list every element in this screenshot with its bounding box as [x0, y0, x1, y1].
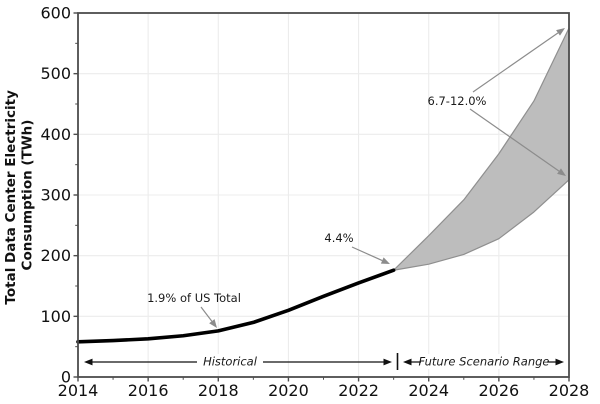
x-tick-label: 2016: [128, 381, 169, 400]
x-tick-label: 2026: [478, 381, 519, 400]
historical-span-arrow-head: [383, 358, 392, 366]
arrow-6-7-12-upper-line: [472, 32, 559, 93]
future-range-polygon: [393, 27, 570, 271]
x-tick-label: 2022: [338, 381, 379, 400]
y-tick-label: 200: [40, 246, 71, 265]
y-tick-label: 400: [40, 125, 71, 144]
y-axis-label-line1: Total Data Center Electricity: [3, 90, 19, 305]
annotation-6-7-12-percent: 6.7-12.0%: [428, 94, 487, 108]
x-tick-label: 2020: [268, 381, 309, 400]
arrow-4-4-percent-head: [380, 257, 390, 264]
future-span-label: Future Scenario Range: [418, 355, 549, 369]
y-axis-label: Total Data Center Electricity Consumptio…: [3, 85, 36, 304]
future-span-arrow-head: [403, 358, 412, 366]
future-range-band: [393, 27, 570, 271]
y-tick-label: 600: [40, 4, 71, 23]
future-span-arrow-head: [555, 358, 564, 366]
historical-label-bg: [197, 354, 263, 369]
arrow-6-7-12-lower-head: [557, 168, 566, 176]
y-axis-label-line2: Consumption (TWh): [20, 120, 36, 271]
x-tick-label: 2028: [549, 381, 590, 400]
arrow-1-9-percent-head: [209, 319, 217, 328]
y-tick-label: 100: [40, 307, 71, 326]
historical-line-path: [76, 268, 396, 344]
future-label-bg: [421, 354, 547, 369]
arrow-4-4-percent-line: [351, 246, 383, 262]
axis-tick-labels: 2014 2016 2018 2020 2022 2024 2026 2028 0 100 200 3…: [40, 4, 589, 401]
x-tick-label: 2014: [58, 381, 99, 400]
historical-span-arrow-head: [84, 358, 93, 366]
annotation-4-4-percent: 4.4%: [324, 231, 353, 245]
axis-ticks: [73, 12, 570, 382]
x-tick-label: 2024: [408, 381, 449, 400]
annotation-1-9-percent: 1.9% of US Total: [147, 291, 241, 305]
arrow-6-7-12-upper-head: [556, 28, 565, 36]
arrow-1-9-percent-line: [200, 306, 213, 322]
historical-line: [76, 268, 396, 344]
y-tick-label: 500: [40, 64, 71, 83]
y-tick-label: 0: [61, 368, 71, 387]
arrow-6-7-12-lower-line: [469, 108, 560, 172]
historical-span-label: Historical: [203, 355, 258, 369]
y-tick-label: 300: [40, 186, 71, 205]
x-tick-label: 2018: [198, 381, 239, 400]
